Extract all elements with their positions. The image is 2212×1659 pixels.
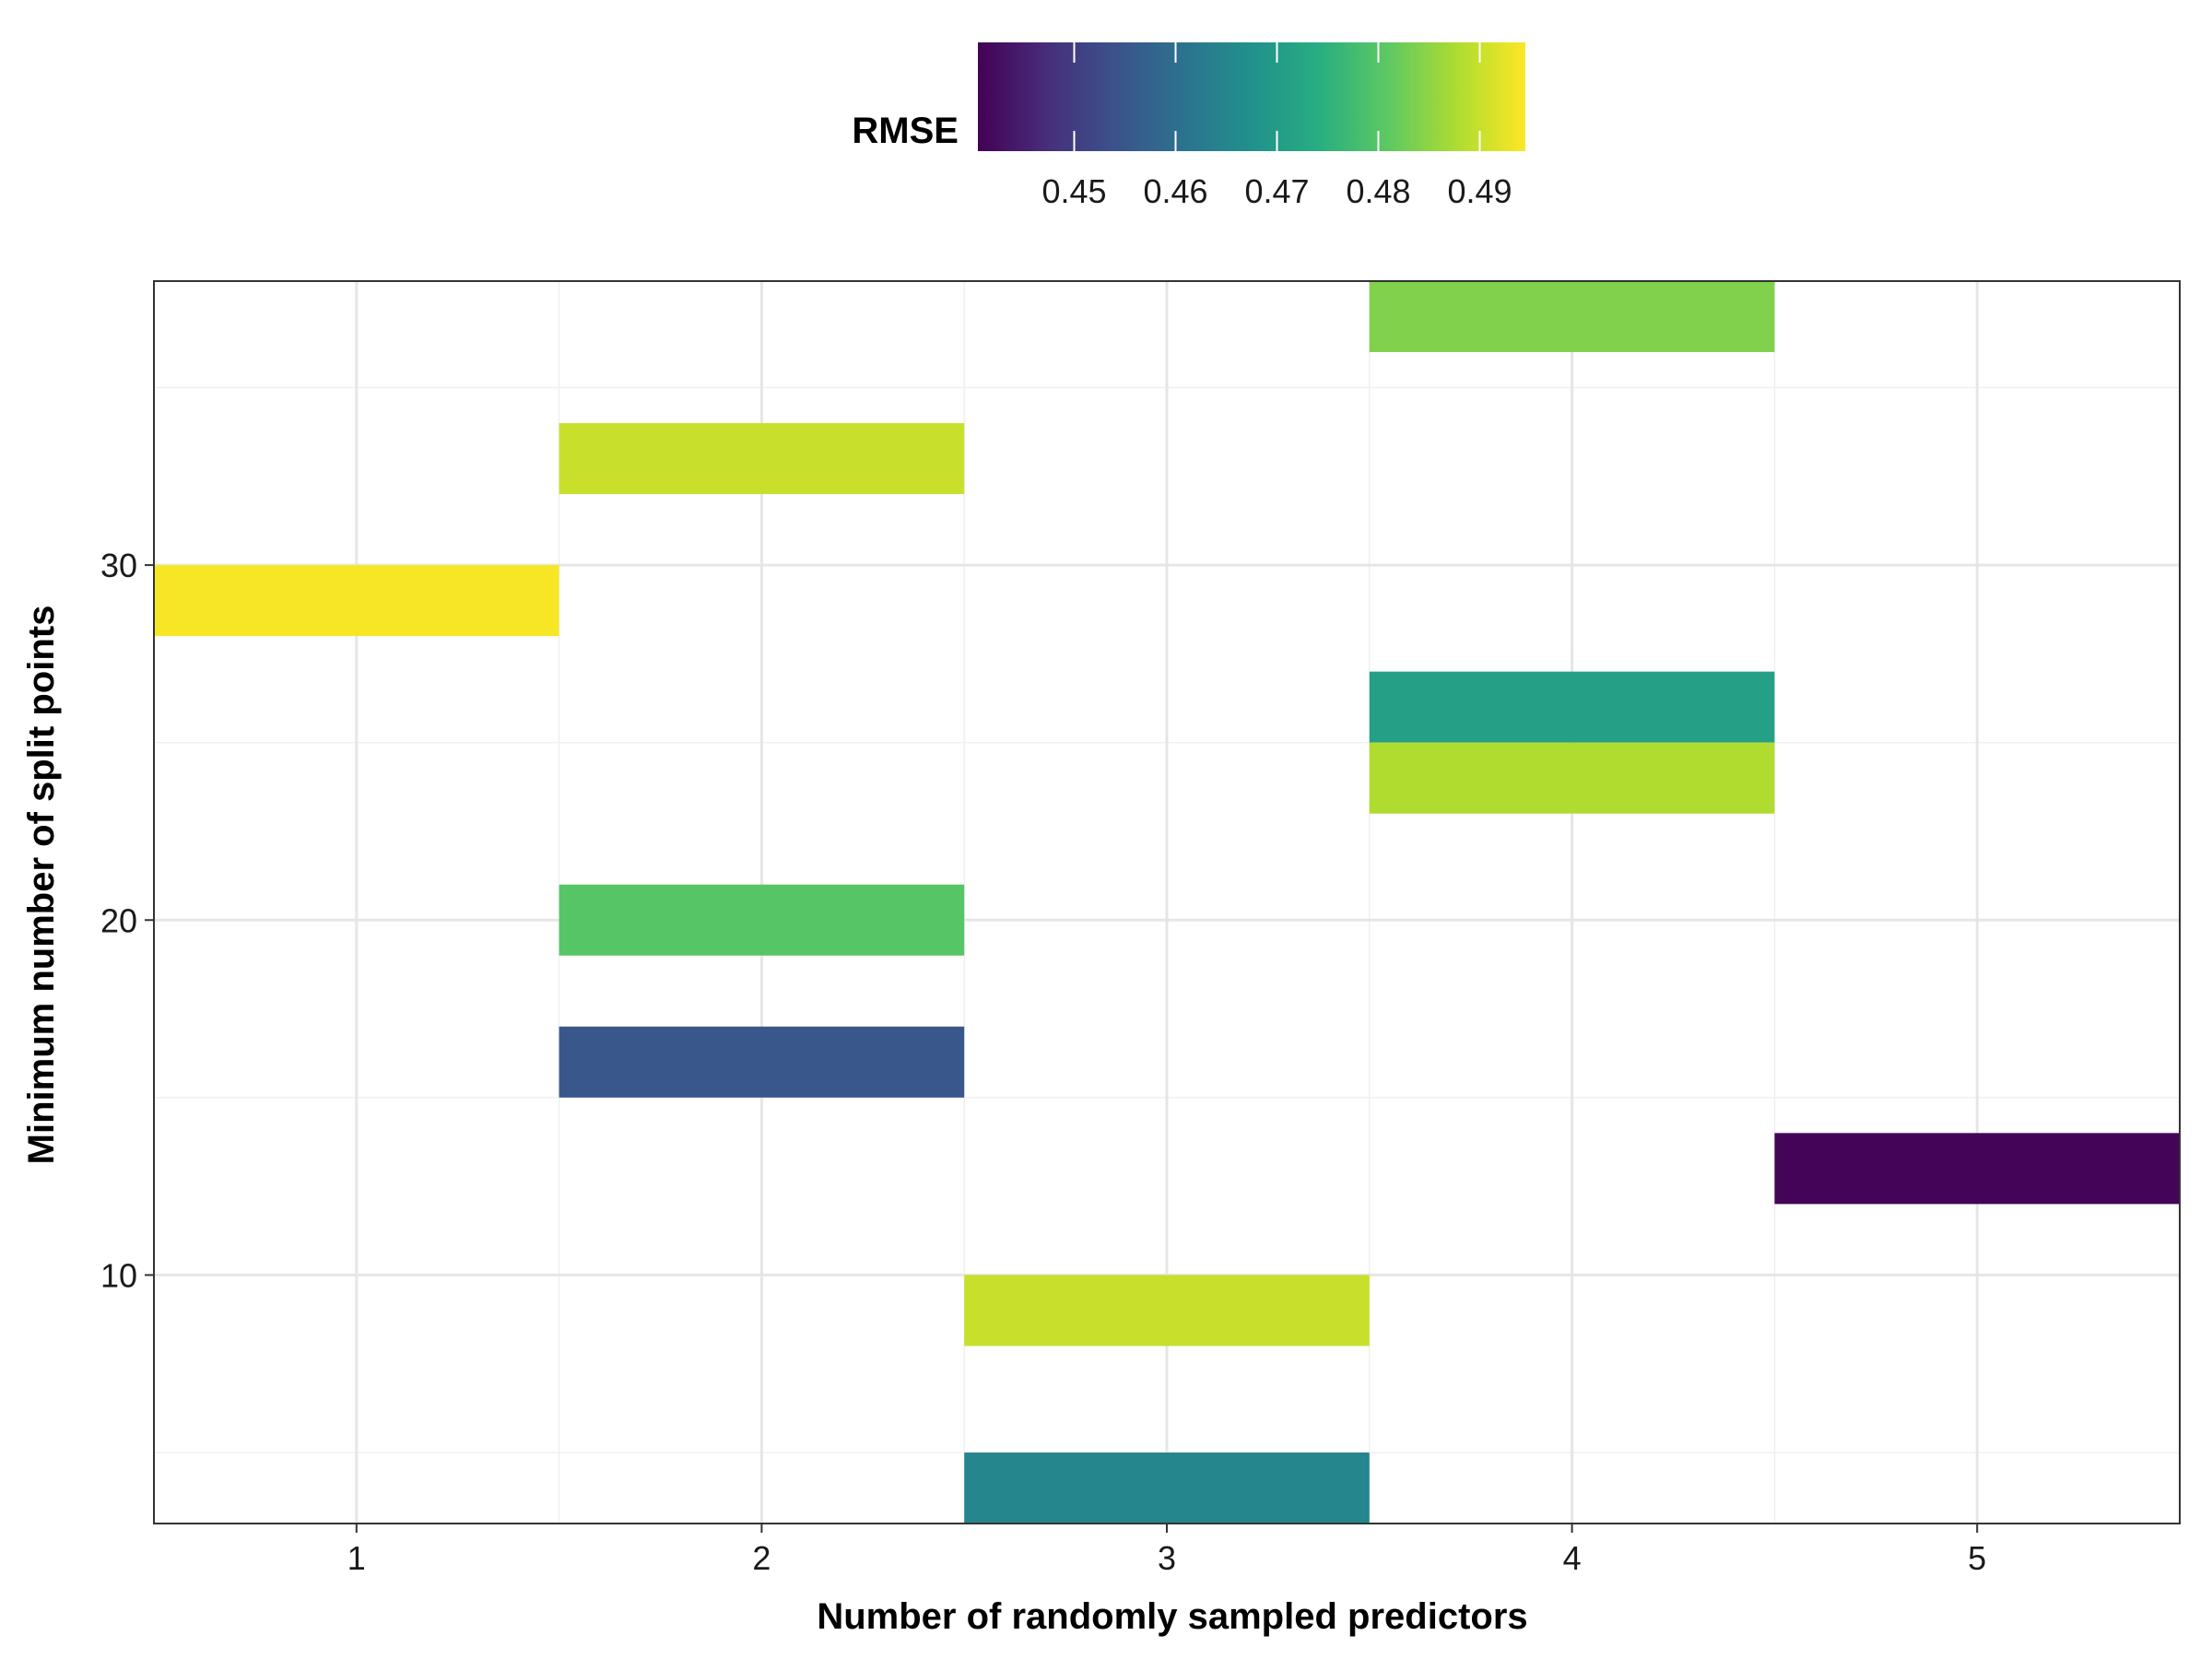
legend-title: RMSE [852, 111, 959, 151]
heatmap-cell [1369, 671, 1775, 743]
legend-tick-label: 0.47 [1244, 172, 1309, 210]
heatmap-cell [964, 1275, 1370, 1347]
x-axis: 1 2 3 4 5 [347, 1524, 1986, 1577]
legend-tick-label: 0.45 [1041, 172, 1106, 210]
y-tick-label: 30 [100, 547, 137, 584]
heatmap-cell [1369, 742, 1775, 814]
x-tick-label: 5 [1968, 1539, 1986, 1577]
legend-ticks: 0.45 0.46 0.47 0.48 0.49 [1041, 42, 1512, 210]
heatmap-cell [559, 423, 965, 495]
y-tick-label: 20 [100, 901, 137, 939]
y-tick-label: 10 [100, 1256, 137, 1294]
heatmap-cells [154, 281, 2180, 1524]
legend-tick-label: 0.49 [1447, 172, 1512, 210]
legend-colorbar [978, 42, 1525, 151]
y-axis-title: Minimum number of split points [21, 606, 62, 1165]
plot-panel [153, 280, 2181, 1524]
heatmap-cell [154, 565, 559, 637]
x-tick-label: 3 [1158, 1539, 1176, 1577]
legend-tick-label: 0.48 [1346, 172, 1410, 210]
x-axis-title: Number of randomly sampled predictors [817, 1596, 1527, 1637]
heatmap-cell [559, 884, 965, 956]
heatmap-cell [964, 1452, 1370, 1524]
legend-tick-label: 0.46 [1143, 172, 1207, 210]
x-tick-label: 1 [347, 1539, 366, 1577]
heatmap-cell [1369, 281, 1775, 353]
heatmap-cell [1774, 1133, 2180, 1205]
y-axis: 10 20 30 [100, 547, 154, 1294]
heatmap-cell [559, 1026, 965, 1098]
x-tick-label: 2 [752, 1539, 771, 1577]
legend: RMSE 0.45 0.46 0.47 0.48 0.49 [852, 42, 1525, 210]
x-tick-label: 4 [1563, 1539, 1582, 1577]
